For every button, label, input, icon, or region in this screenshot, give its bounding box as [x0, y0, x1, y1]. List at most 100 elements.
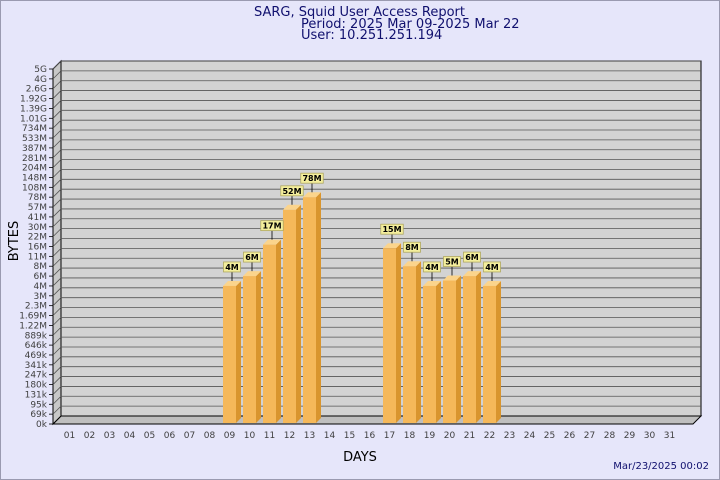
data-label-text: 6M: [245, 253, 259, 262]
y-tick-label: 180k: [25, 381, 48, 391]
y-tick-label: 341k: [25, 361, 48, 371]
grid-line-depth: [52, 110, 62, 119]
y-tick-label: 4M: [34, 282, 48, 292]
data-label: 5M: [443, 256, 461, 276]
bar: [223, 280, 241, 423]
bar-front: [403, 266, 416, 423]
data-label-box: [423, 261, 441, 273]
x-tick-label: 04: [124, 431, 136, 441]
y-tick-label: 387M: [22, 144, 47, 154]
bar-front: [443, 280, 456, 423]
grid-line-depth: [52, 228, 62, 237]
data-label-box: [443, 256, 461, 267]
y-tick-label: 1.01G: [20, 114, 47, 124]
x-tick-label: 16: [364, 431, 376, 441]
x-tick-label: 01: [64, 431, 75, 441]
data-label: 15M: [380, 223, 404, 244]
data-label-text: 4M: [425, 263, 439, 272]
bar-top: [243, 271, 261, 277]
plot-floor: [51, 415, 703, 425]
data-label: 78M: [300, 172, 324, 193]
data-label: 6M: [463, 251, 481, 272]
y-tick-label: 69k: [30, 410, 47, 420]
data-label-box: [223, 261, 241, 273]
grid-line-depth: [52, 238, 62, 247]
y-tick-label: 533M: [22, 134, 47, 144]
x-tick-label: 27: [584, 431, 595, 441]
y-tick-label: 2.3M: [25, 302, 47, 312]
grid-line-depth: [52, 248, 62, 257]
grid-line-depth: [52, 386, 62, 395]
bar-front: [463, 276, 476, 423]
bar-top: [483, 280, 501, 286]
bar: [423, 280, 441, 423]
grid-line-depth: [52, 366, 62, 375]
grid-line-depth: [52, 307, 62, 316]
grid-line-depth: [52, 129, 62, 139]
y-tick-label: 1.39G: [20, 104, 47, 114]
report-title: SARG, Squid User Access Report: [254, 5, 465, 20]
y-tick-label: 247k: [25, 371, 48, 381]
grid-line-depth: [52, 139, 62, 149]
bar-side: [236, 280, 241, 423]
y-tick-label: 3M: [34, 292, 48, 302]
bar: [443, 275, 461, 423]
data-label: 4M: [223, 261, 241, 281]
y-tick-label: 734M: [22, 124, 47, 134]
data-label-text: 52M: [282, 187, 301, 196]
grid-line-depth: [52, 346, 62, 356]
bar-top: [443, 275, 461, 281]
x-tick-label: 05: [144, 431, 155, 441]
bar: [403, 261, 421, 423]
bar-top: [403, 261, 421, 267]
data-label-box: [300, 172, 324, 184]
data-label-box: [463, 251, 481, 263]
bar-side: [396, 243, 401, 423]
x-axis-label: DAYS: [343, 450, 377, 465]
y-tick-label: 204M: [22, 164, 47, 174]
x-tick-label: 24: [524, 431, 536, 441]
data-label-text: 78M: [302, 174, 321, 183]
bar-side: [436, 280, 441, 423]
y-tick-label: 22M: [28, 233, 47, 243]
bar-side: [296, 204, 301, 423]
bar-front: [483, 285, 496, 423]
grid-line-depth: [52, 80, 62, 90]
y-tick-label: 11M: [28, 252, 47, 262]
y-tick-label: 95k: [30, 400, 47, 410]
y-tick-label: 646k: [25, 341, 48, 351]
grid-line-depth: [52, 356, 62, 366]
x-tick-label: 30: [644, 431, 656, 441]
x-tick-label: 13: [304, 431, 315, 441]
x-tick-label: 22: [484, 431, 495, 441]
y-tick-label: 41M: [28, 213, 47, 223]
report-period: Period: 2025 Mar 09-2025 Mar 22: [301, 17, 520, 32]
bar-top: [223, 280, 241, 286]
bar-top: [303, 192, 321, 198]
grid-line-depth: [52, 159, 62, 168]
data-label-text: 8M: [405, 243, 419, 252]
data-label-text: 15M: [382, 225, 401, 234]
grid-line-depth: [52, 336, 62, 346]
grid-line-depth: [52, 70, 62, 80]
x-tick-label: 29: [624, 431, 636, 441]
y-tick-label: 16M: [28, 243, 47, 253]
data-label-box: [260, 220, 284, 232]
y-tick-label: 1.69M: [19, 312, 47, 322]
grid-line-depth: [52, 326, 62, 336]
y-tick-label: 78M: [28, 193, 47, 203]
x-tick-label: 09: [224, 431, 236, 441]
y-tick-label: 281M: [22, 154, 47, 164]
data-label-box: [243, 251, 261, 263]
x-tick-label: 03: [104, 431, 115, 441]
x-tick-label: 20: [444, 431, 456, 441]
data-label: 4M: [483, 261, 501, 281]
data-label-box: [380, 223, 404, 235]
y-tick-label: 2.6G: [26, 85, 47, 95]
bar-front: [263, 244, 276, 423]
grid-line-depth: [52, 90, 62, 99]
data-label-box: [483, 261, 501, 273]
y-tick-label: 1.92G: [20, 95, 47, 105]
y-tick-label: 5G: [34, 65, 47, 75]
